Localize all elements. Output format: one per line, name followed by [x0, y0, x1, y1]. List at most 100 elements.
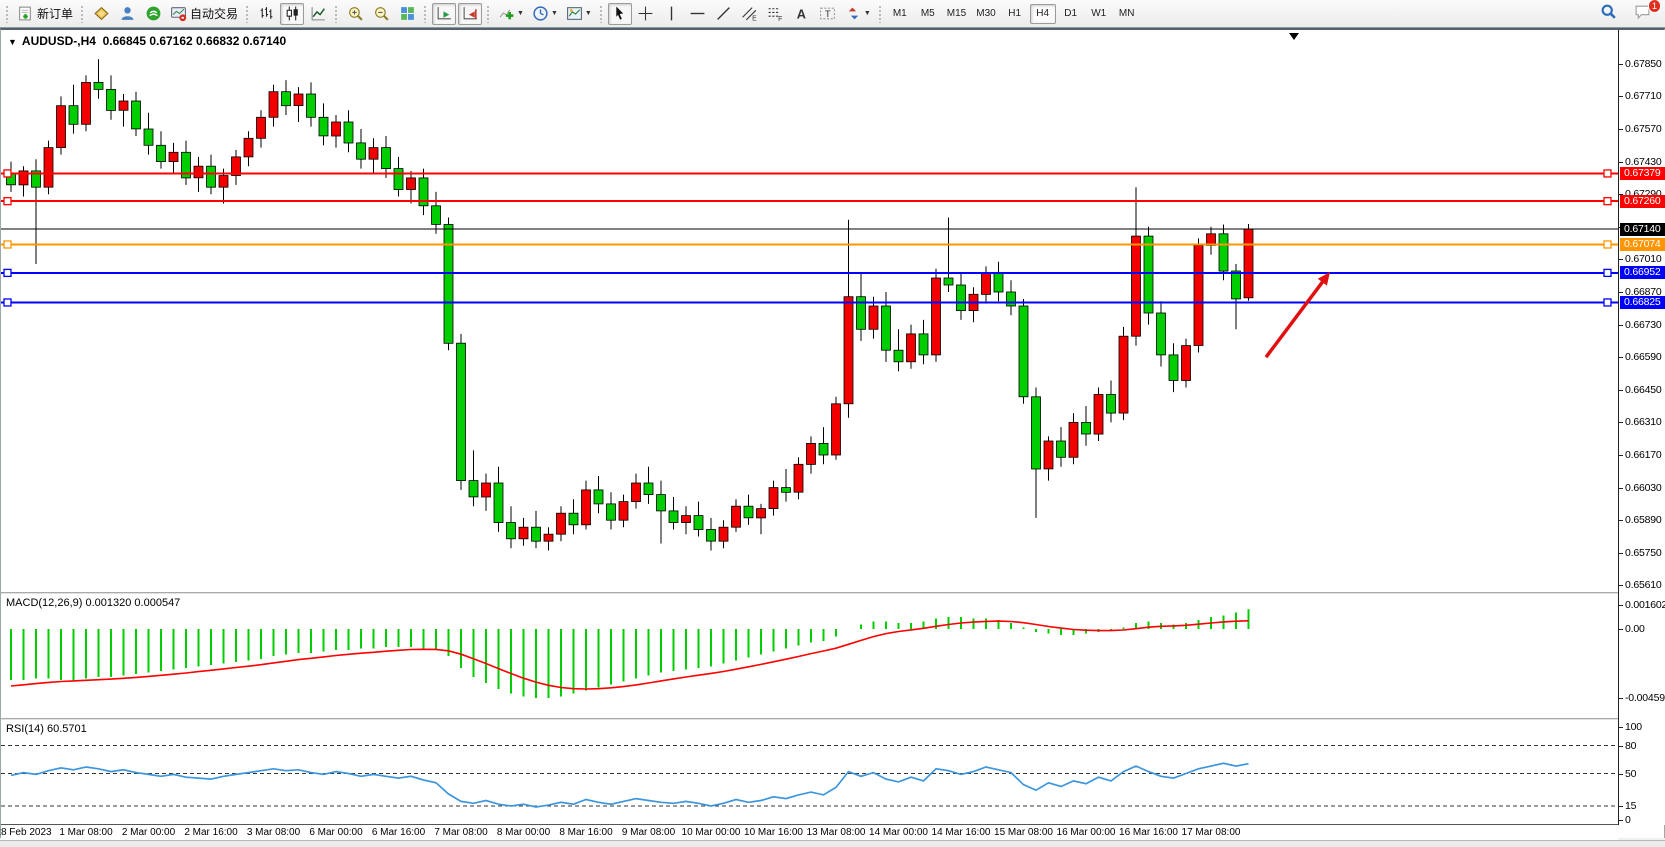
autotrading-button[interactable]: 自动交易: [167, 3, 241, 25]
candle-body: [431, 205, 441, 225]
timeframe-m5-button[interactable]: M5: [920, 8, 935, 19]
candle-body: [1031, 396, 1041, 470]
chart-shift-marker-icon[interactable]: [1289, 33, 1299, 40]
new-order-button[interactable]: 新订单: [14, 3, 76, 25]
time-axis-label: 10 Mar 16:00: [744, 827, 803, 838]
trendline-button[interactable]: [712, 3, 736, 25]
arrow-annotation[interactable]: [1264, 276, 1328, 359]
zoom-out-button[interactable]: [369, 3, 393, 25]
candle-body: [93, 82, 104, 90]
signals-button[interactable]: [141, 3, 165, 25]
price-tick-label: 0.66590: [1619, 351, 1662, 364]
time-axis-label: 9 Mar 08:00: [621, 827, 676, 838]
timeframe-mn-button[interactable]: MN: [1118, 8, 1135, 19]
timeframe-w1-button[interactable]: W1: [1091, 8, 1107, 19]
line-anchor-handle[interactable]: [3, 169, 12, 178]
notifications-button[interactable]: 1: [1630, 0, 1661, 25]
bar-chart-button[interactable]: [254, 3, 278, 25]
candle-body: [156, 144, 166, 163]
candle-body: [943, 277, 954, 286]
candle-body: [343, 121, 354, 144]
macd-chart: [10, 609, 1250, 698]
macd-tick-label: 0.001602: [1618, 599, 1665, 611]
chevron-down-icon[interactable]: ▼: [584, 10, 592, 17]
candle-body: [668, 510, 679, 523]
candle-body: [318, 116, 329, 137]
arrow-head-icon[interactable]: [1317, 272, 1330, 286]
periods-button[interactable]: ▼: [529, 3, 561, 25]
price-tick-label: 0.66310: [1619, 416, 1662, 429]
time-axis-label: 7 Mar 08:00: [434, 827, 488, 838]
text-button[interactable]: A: [790, 3, 814, 25]
macd-tick-label: 0.00: [1619, 623, 1645, 635]
candle-body: [993, 272, 1004, 293]
notification-badge: 1: [1648, 0, 1661, 13]
chevron-down-icon[interactable]: ▼: [863, 10, 871, 17]
timeframe-m30-button[interactable]: M30: [976, 8, 996, 19]
chevron-down-icon[interactable]: ▼: [550, 10, 558, 17]
zoom-in-button[interactable]: [343, 3, 367, 25]
candle-body: [893, 349, 904, 363]
candle-body: [1043, 440, 1054, 470]
candle-body: [331, 121, 341, 137]
market-gold-button[interactable]: [89, 3, 113, 25]
line-anchor-handle[interactable]: [3, 197, 12, 206]
arrow-objects-button[interactable]: ▼: [842, 3, 874, 25]
line-anchor-handle[interactable]: [1603, 298, 1612, 307]
line-anchor-handle[interactable]: [3, 298, 12, 307]
svg-text:E: E: [753, 15, 758, 22]
symbol-dropdown-icon[interactable]: ▼: [8, 37, 17, 47]
candle-body: [793, 463, 804, 493]
candle-chart-button[interactable]: [280, 2, 305, 25]
candle-body: [468, 480, 479, 498]
candle-body: [1181, 345, 1191, 381]
candle-body: [606, 503, 616, 521]
line-chart-button[interactable]: [306, 3, 330, 25]
window-bottom-edge: [0, 840, 1665, 847]
time-axis-label: 15 Mar 08:00: [994, 827, 1053, 838]
timeframe-m15-button[interactable]: M15: [946, 8, 967, 19]
chevron-down-icon[interactable]: ▼: [517, 10, 524, 17]
line-anchor-handle[interactable]: [1603, 268, 1612, 278]
candle-body: [1156, 312, 1166, 356]
horizontal-line-button[interactable]: [686, 3, 710, 25]
chart-shift-button[interactable]: [458, 2, 483, 25]
candle-body: [1068, 421, 1079, 458]
time-axis-label: 8 Mar 16:00: [559, 827, 613, 838]
text-label-button[interactable]: T: [816, 3, 840, 25]
timeframe-d1-button[interactable]: D1: [1064, 8, 1078, 19]
indicators-button[interactable]: ▼: [495, 3, 527, 25]
chart-title: ▼ AUDUSD-,H4 0.66845 0.67162 0.66832 0.67…: [8, 34, 286, 48]
line-anchor-handle[interactable]: [1603, 240, 1612, 249]
search-button[interactable]: [1596, 3, 1620, 25]
auto-scroll-button[interactable]: [432, 2, 457, 25]
fibonacci-button[interactable]: F: [764, 3, 788, 25]
tile-windows-button[interactable]: [395, 3, 419, 25]
candle-body: [906, 333, 916, 363]
candle-body: [581, 489, 591, 526]
timeframe-h1-button[interactable]: H1: [1008, 8, 1022, 19]
line-anchor-handle[interactable]: [3, 240, 12, 249]
crosshair-button[interactable]: [634, 3, 658, 25]
current-price-badge: 0.67140: [1620, 222, 1665, 236]
candle-body: [706, 529, 716, 542]
panel-splitter[interactable]: [1, 718, 1665, 720]
line-anchor-handle[interactable]: [1603, 169, 1612, 178]
price-axis[interactable]: 0.678500.677100.675700.674300.672900.671…: [1618, 30, 1665, 826]
timeframe-h4-button[interactable]: H4: [1029, 3, 1056, 24]
price-tick-label: 0.67430: [1619, 155, 1662, 168]
candle-body: [1231, 270, 1241, 300]
timeframe-m1-button[interactable]: M1: [892, 8, 907, 19]
toolbar-grip: [80, 4, 86, 23]
line-anchor-handle[interactable]: [3, 268, 12, 278]
cursor-button[interactable]: [607, 2, 632, 25]
panel-splitter[interactable]: [1, 592, 1665, 594]
candle-body: [243, 137, 254, 158]
equidistant-channel-button[interactable]: E: [738, 3, 762, 25]
community-button[interactable]: [115, 3, 139, 25]
line-anchor-handle[interactable]: [1603, 197, 1612, 206]
vertical-line-button[interactable]: [660, 3, 684, 25]
time-axis[interactable]: 28 Feb 2023 1 Mar 08:00 2 Mar 00:00 2 Mar 1…: [0, 825, 1618, 840]
templates-button[interactable]: ▼: [563, 3, 595, 25]
time-axis-label: 16 Mar 16:00: [1119, 827, 1178, 838]
